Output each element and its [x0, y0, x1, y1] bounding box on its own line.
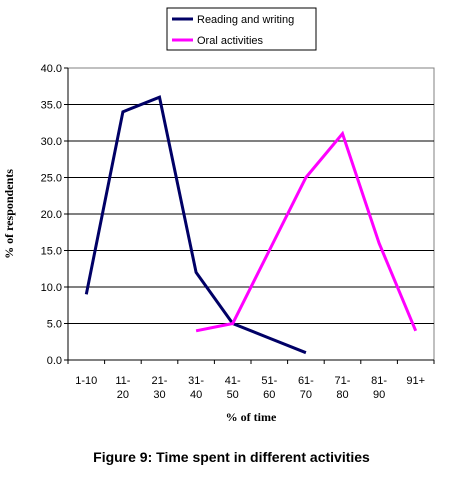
y-tick-label: 35.0 [41, 100, 62, 112]
x-tick-label: 41-50 [225, 375, 241, 401]
legend-label-oral-activities: Oral activities [197, 35, 264, 47]
y-axis-ticks: 0.0 5.0 10.0 15.0 20.0 25.0 30.0 35.0 40.0 [41, 63, 68, 367]
y-tick-label: 15.0 [41, 246, 62, 258]
y-tick-label: 20.0 [41, 209, 62, 221]
series-line-oral-activities [195, 130, 418, 333]
legend: Reading and writing Oral activities [166, 7, 317, 51]
y-tick-label: 30.0 [41, 136, 62, 148]
legend-box [166, 7, 317, 51]
x-tick-label: 91+ [406, 375, 425, 387]
figure-caption: Figure 9: Time spent in different activi… [93, 449, 370, 465]
x-tick-label: 81-90 [371, 375, 387, 401]
gridlines [67, 67, 435, 361]
x-axis-title: % of time [226, 410, 277, 424]
x-tick-label: 1-10 [75, 375, 97, 387]
series-line-reading-and-writing [84, 95, 307, 355]
legend-label-reading-writing: Reading and writing [197, 14, 294, 26]
x-axis-ticks: 1-10 11-20 21-30 31-40 41-50 51-60 61-70 71-80 8… [67, 360, 435, 401]
y-tick-label: 25.0 [41, 173, 62, 185]
y-tick-label: 40.0 [41, 63, 62, 75]
x-tick-label: 21-30 [152, 375, 168, 401]
y-tick-label: 0.0 [47, 355, 62, 367]
x-tick-label: 51-60 [261, 375, 277, 401]
y-tick-label: 10.0 [41, 282, 62, 294]
x-tick-label: 71-80 [335, 375, 351, 401]
x-tick-label: 11-20 [115, 375, 130, 401]
x-tick-label: 31-40 [188, 375, 204, 401]
line-chart: Reading and writing Oral activities 0.0 5… [2, 7, 435, 424]
y-tick-label: 5.0 [47, 319, 62, 331]
series-lines [84, 95, 418, 355]
y-axis-title: % of respondents [2, 169, 16, 259]
x-tick-label: 61-70 [298, 375, 314, 401]
